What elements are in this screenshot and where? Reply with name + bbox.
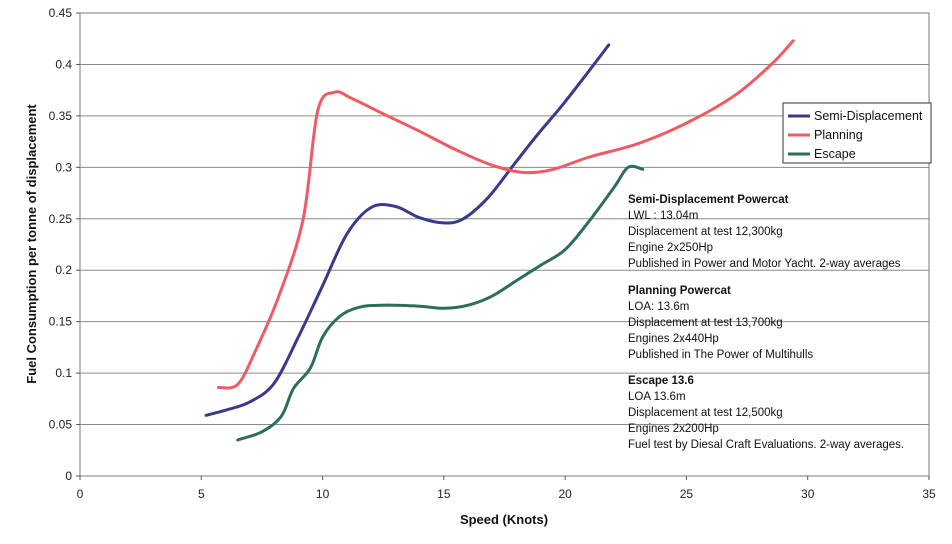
gridlines	[80, 63, 929, 426]
annotation-line: LWL : 13.04m	[628, 210, 698, 222]
y-tick-label: 0.05	[49, 418, 73, 432]
annotation-line: Engine 2x250Hp	[628, 242, 713, 254]
y-tick-label: 0.1	[55, 366, 72, 380]
annotation-title: Planning Powercat	[628, 285, 731, 297]
annotation-line: Displacement at test 12,300kg	[628, 226, 783, 238]
x-axis-title: Speed (Knots)	[460, 512, 548, 527]
annotation-line: Published in Power and Motor Yacht. 2-wa…	[628, 258, 901, 270]
x-axis-ticks: 0 5 10 15 20 25 30 35	[77, 476, 936, 501]
annotation-line: Engines 2x200Hp	[628, 423, 719, 435]
y-tick-label: 0.3	[55, 160, 72, 174]
annotation-title: Semi-Displacement Powercat	[628, 194, 789, 206]
x-tick-label: 15	[437, 487, 451, 501]
x-tick-label: 25	[680, 487, 694, 501]
legend-label-planning: Planning	[814, 128, 863, 142]
x-tick-label: 35	[922, 487, 936, 501]
annotation-title: Escape 13.6	[628, 375, 694, 387]
annotation-line: Displacement at test 12,500kg	[628, 407, 783, 419]
y-tick-label: 0.4	[55, 57, 72, 71]
series-line-semi-displacement	[204, 43, 611, 417]
plot-area	[79, 12, 930, 477]
y-tick-label: 0.2	[55, 263, 72, 277]
y-axis-ticks: 0 0.05 0.1 0.15 0.2 0.25 0.3 0.35 0.4 0.45	[49, 6, 80, 483]
x-tick-label: 10	[316, 487, 330, 501]
y-tick-label: 0.35	[49, 109, 73, 123]
annotation-line: Displacement at test 13,700kg	[628, 317, 783, 329]
legend-label-semi-displacement: Semi-Displacement	[814, 109, 923, 123]
series-line-escape	[236, 164, 645, 442]
x-tick-label: 30	[801, 487, 815, 501]
annotations: Semi-Displacement Powercat LWL : 13.04m Di…	[628, 194, 904, 451]
annotation-line: LOA 13.6m	[628, 391, 686, 403]
series-lines	[204, 39, 795, 442]
y-tick-label: 0	[65, 469, 72, 483]
legend-label-escape: Escape	[814, 147, 856, 161]
x-tick-label: 5	[198, 487, 205, 501]
y-tick-label: 0.25	[49, 212, 73, 226]
y-tick-label: 0.15	[49, 315, 73, 329]
x-tick-label: 20	[558, 487, 572, 501]
y-axis-title: Fuel Consumption per tonne of displaceme…	[24, 104, 39, 384]
annotation-line: Engines 2x440Hp	[628, 333, 719, 345]
legend: Semi-Displacement Planning Escape	[782, 102, 932, 164]
series-line-planning	[216, 39, 795, 390]
y-tick-label: 0.45	[49, 6, 73, 20]
annotation-line: Published in The Power of Multihulls	[628, 349, 813, 361]
annotation-line: LOA: 13.6m	[628, 301, 689, 313]
annotation-line: Fuel test by Diesal Craft Evaluations. 2…	[628, 439, 904, 451]
x-tick-label: 0	[77, 487, 84, 501]
